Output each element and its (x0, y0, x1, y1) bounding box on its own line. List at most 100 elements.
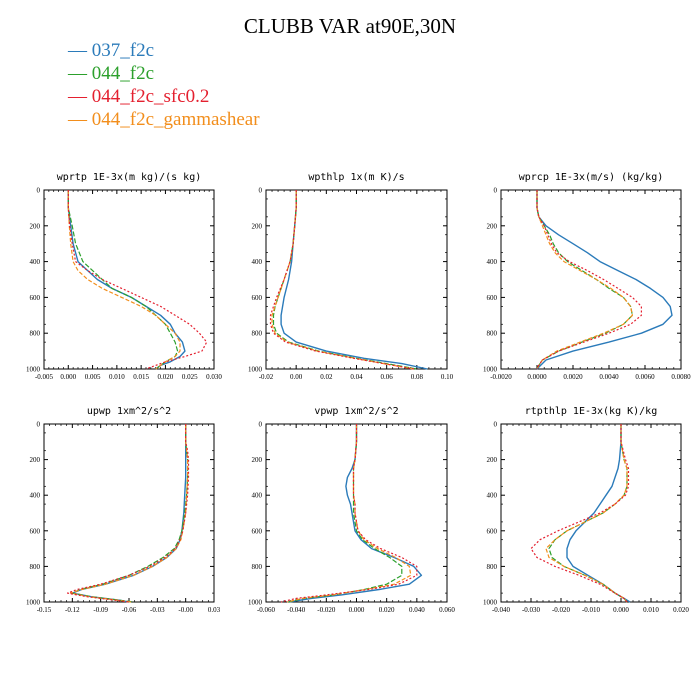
x-tick-label: 0.0020 (563, 373, 583, 381)
x-tick-label: -0.010 (582, 606, 601, 614)
plot-frame (265, 189, 448, 370)
y-tick-label: 0 (259, 187, 263, 195)
y-tick-label: 1000 (248, 599, 263, 607)
x-tick-label: 0.00 (290, 373, 303, 381)
y-tick-label: 600 (487, 294, 498, 302)
x-tick-label: -0.060 (257, 606, 276, 614)
y-tick-label: 200 (252, 456, 263, 464)
series-line-044-f2c-gammashear (69, 424, 189, 603)
y-tick-label: 200 (252, 222, 263, 230)
plot-frame (265, 423, 448, 603)
y-tick-label: 800 (252, 330, 263, 338)
y-tick-label: 400 (487, 492, 498, 500)
plot-frame (43, 189, 215, 370)
series-line-044-f2c-gammashear (536, 190, 633, 370)
series-line-044-f2c-gammashear (545, 424, 628, 603)
series-line-037-f2c (536, 190, 673, 370)
legend-label-044-f2c: — 044_f2c (67, 63, 154, 84)
series-line-044-f2c-sfc0.2 (269, 190, 414, 370)
legend-entry-044-f2c: — 044_f2c (67, 63, 154, 84)
y-tick-label: 600 (487, 527, 498, 535)
panel-wprcp: wprcp 1E-3x(m/s) (kg/kg) -0.0020 0.0000 0.0… (483, 172, 691, 381)
x-tick-label: 0.015 (133, 373, 149, 381)
x-tick-label: 0.000 (60, 373, 76, 381)
y-tick-label: 1000 (483, 366, 498, 374)
y-tick-label: 400 (30, 492, 41, 500)
x-tick-label: -0.040 (287, 606, 306, 614)
y-tick-label: 800 (487, 330, 498, 338)
series-line-044-f2c-sfc0.2 (67, 190, 208, 370)
series-line-044-f2c-sfc0.2 (536, 190, 642, 370)
y-tick-label: 1000 (483, 599, 498, 607)
y-tick-label: 800 (487, 563, 498, 571)
panel-title: wprtp 1E-3x(m kg)/(s kg) (57, 172, 202, 183)
series-line-044-f2c-sfc0.2 (530, 424, 630, 603)
y-tick-label: 1000 (26, 599, 41, 607)
legend-entry-037-f2c: — 037_f2c (67, 40, 154, 61)
x-tick-label: 0.000 (349, 606, 365, 614)
plot-frame (500, 423, 682, 603)
x-tick-label: 0.0060 (635, 373, 655, 381)
x-tick-label: 0.020 (379, 606, 395, 614)
x-tick-label: -0.03 (150, 606, 165, 614)
legend-label-044-f2c-gammashear: — 044_f2c_gammashear (67, 109, 260, 130)
x-tick-label: -0.09 (93, 606, 108, 614)
series-line-044-f2c (536, 190, 633, 370)
x-tick-label: 0.0000 (527, 373, 547, 381)
x-tick-label: 0.020 (158, 373, 174, 381)
panel-wprtp: wprtp 1E-3x(m kg)/(s kg) -0.005 0.000 0.005… (26, 172, 222, 381)
x-tick-label: -0.020 (552, 606, 571, 614)
y-tick-label: 400 (487, 258, 498, 266)
series-line-037-f2c (67, 190, 186, 370)
series-line-044-f2c (71, 424, 189, 603)
y-tick-label: 0 (37, 421, 41, 429)
x-tick-label: 0.060 (439, 606, 455, 614)
x-tick-label: -0.02 (259, 373, 274, 381)
x-tick-label: -0.00 (178, 606, 193, 614)
x-tick-label: 0.005 (85, 373, 101, 381)
x-tick-label: 0.010 (643, 606, 659, 614)
y-tick-label: 200 (487, 456, 498, 464)
panel-upwp: upwp 1xm^2/s^2 -0.15 -0.12 -0.09 -0.06 -0.03 -… (26, 406, 221, 614)
x-tick-label: -0.0020 (490, 373, 512, 381)
series-line-044-f2c-sfc0.2 (280, 424, 418, 603)
y-tick-label: 0 (259, 421, 263, 429)
y-tick-label: 0 (494, 187, 498, 195)
y-tick-label: 800 (30, 330, 41, 338)
x-tick-label: 0.08 (411, 373, 424, 381)
x-tick-label: -0.15 (37, 606, 52, 614)
y-tick-label: 0 (37, 187, 41, 195)
series-line-044-f2c (548, 424, 628, 603)
panel-title: upwp 1xm^2/s^2 (87, 406, 171, 417)
y-tick-label: 200 (30, 456, 41, 464)
panel-title: vpwp 1xm^2/s^2 (314, 406, 398, 417)
legend-label-044-f2c-sfc0.2: — 044_f2c_sfc0.2 (67, 86, 209, 107)
x-tick-label: 0.030 (206, 373, 222, 381)
legend-label-037-f2c: — 037_f2c (67, 40, 154, 61)
series-line-044-f2c-gammashear (271, 190, 414, 370)
legend: — 037_f2c — 044_f2c — 044_f2c_sfc0.2 — 0… (67, 40, 260, 130)
y-tick-label: 600 (252, 527, 263, 535)
panel-title: wpthlp 1x(m K)/s (308, 172, 404, 183)
x-tick-label: -0.030 (522, 606, 541, 614)
y-tick-label: 600 (252, 294, 263, 302)
x-tick-label: -0.020 (317, 606, 336, 614)
series-line-044-f2c-sfc0.2 (67, 424, 190, 603)
legend-entry-044-f2c-sfc0.2: — 044_f2c_sfc0.2 (67, 86, 209, 107)
x-tick-label: -0.06 (122, 606, 137, 614)
panel-rtpthlp: rtpthlp 1E-3x(kg K)/kg -0.040 -0.030 -0.020… (483, 406, 689, 614)
y-tick-label: 0 (494, 421, 498, 429)
x-tick-label: 0.0040 (599, 373, 619, 381)
x-tick-label: 0.010 (109, 373, 125, 381)
panel-wpthlp: wpthlp 1x(m K)/s -0.02 0.00 0.02 0.04 0.06 0.0… (248, 172, 454, 381)
plot-frame (500, 189, 682, 370)
x-tick-label: 0.025 (182, 373, 198, 381)
y-tick-label: 400 (252, 492, 263, 500)
series-line-037-f2c (280, 190, 428, 370)
y-tick-label: 800 (252, 563, 263, 571)
series-line-044-f2c (67, 190, 179, 370)
series-line-044-f2c-gammashear (286, 424, 412, 603)
y-tick-label: 200 (30, 222, 41, 230)
x-tick-label: 0.040 (409, 606, 425, 614)
